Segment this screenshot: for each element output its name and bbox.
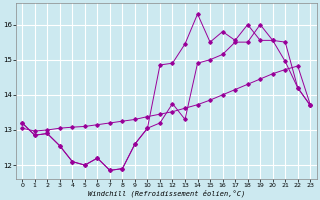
X-axis label: Windchill (Refroidissement éolien,°C): Windchill (Refroidissement éolien,°C): [88, 189, 245, 197]
